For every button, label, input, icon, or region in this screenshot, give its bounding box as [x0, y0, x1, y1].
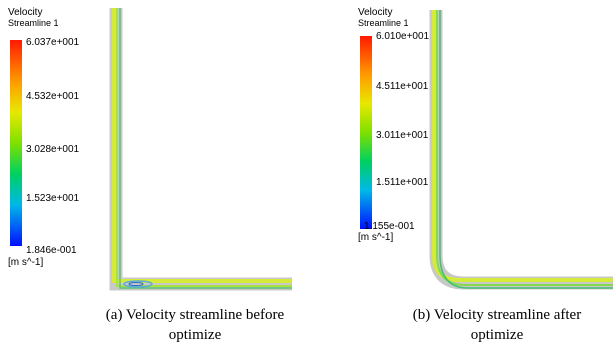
pipe-streamlines	[434, 10, 613, 288]
legend-subtitle: Streamline 1	[8, 18, 59, 28]
colorbar-label: 1.155e-001	[364, 222, 415, 232]
colorbar-label: 3.011e+001	[376, 131, 428, 141]
colorbar-label: 6.010e+001	[376, 32, 429, 42]
figure: Velocity Streamline 1 6.037e+001 4.532e+…	[0, 0, 613, 350]
legend-subtitle: Streamline 1	[358, 18, 409, 28]
legend-unit: [m s^-1]	[8, 258, 43, 268]
colorbar-label: 1.523e+001	[26, 194, 79, 204]
figure-graphics	[0, 0, 613, 350]
legend-title: Velocity	[358, 8, 392, 18]
colorbar	[360, 36, 372, 229]
colorbar-label: 6.037e+001	[26, 38, 79, 48]
colorbar-label: 4.511e+001	[376, 82, 428, 92]
caption: (a) Velocity streamline before optimize	[90, 305, 300, 345]
legend-unit: [m s^-1]	[358, 233, 393, 243]
pipe-streamlines	[114, 8, 292, 288]
caption: (b) Velocity streamline after optimize	[392, 305, 602, 345]
colorbar-label: 4.532e+001	[26, 92, 79, 102]
colorbar-label: 1.511e+001	[376, 178, 428, 188]
colorbar-label: 3.028e+001	[26, 145, 79, 155]
colorbar-label: 1.846e-001	[26, 246, 77, 256]
legend-title: Velocity	[8, 8, 42, 18]
colorbar	[10, 40, 22, 246]
